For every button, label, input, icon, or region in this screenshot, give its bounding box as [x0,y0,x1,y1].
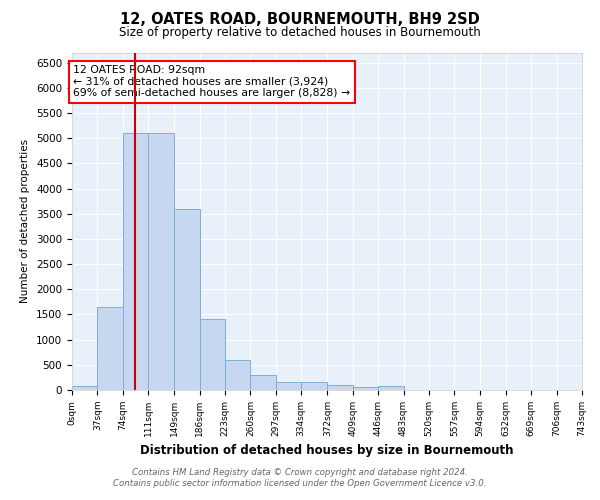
Bar [123,133,148,390]
Bar [174,208,200,390]
Bar [97,307,123,390]
Y-axis label: Number of detached properties: Number of detached properties [20,139,31,304]
Text: Contains HM Land Registry data © Crown copyright and database right 2024.
Contai: Contains HM Land Registry data © Crown c… [113,468,487,487]
Text: 12, OATES ROAD, BOURNEMOUTH, BH9 2SD: 12, OATES ROAD, BOURNEMOUTH, BH9 2SD [120,12,480,28]
Bar [301,382,328,390]
Bar [353,388,378,390]
Bar [250,375,276,390]
Bar [148,133,174,390]
Text: Size of property relative to detached houses in Bournemouth: Size of property relative to detached ho… [119,26,481,39]
Bar [328,385,353,390]
Bar [378,386,404,390]
Bar [200,320,225,390]
X-axis label: Distribution of detached houses by size in Bournemouth: Distribution of detached houses by size … [140,444,514,458]
Bar [72,386,97,390]
Bar [276,382,301,390]
Text: 12 OATES ROAD: 92sqm
← 31% of detached houses are smaller (3,924)
69% of semi-de: 12 OATES ROAD: 92sqm ← 31% of detached h… [73,65,350,98]
Bar [225,360,250,390]
